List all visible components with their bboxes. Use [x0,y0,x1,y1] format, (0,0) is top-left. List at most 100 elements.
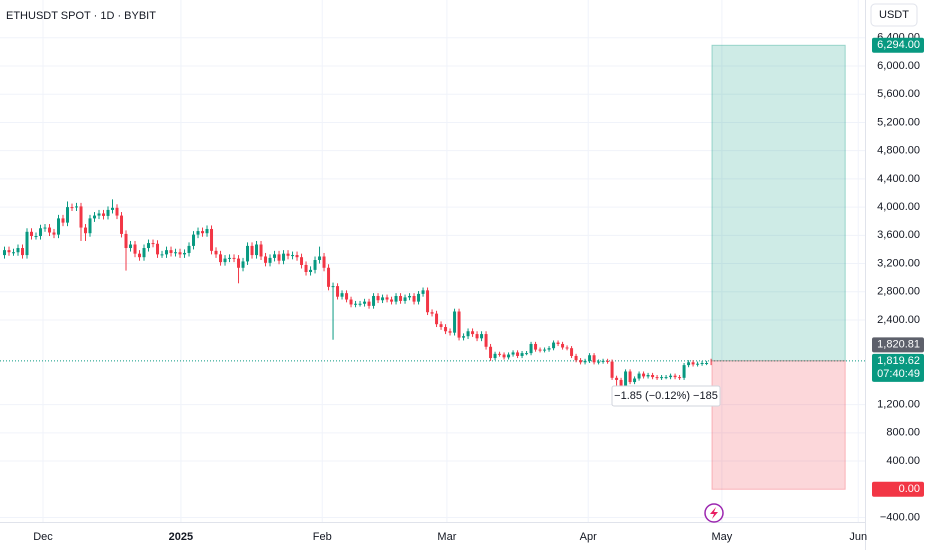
countdown-label: 07:40:49 [877,368,920,380]
candle-body [246,245,250,262]
symbol-title[interactable]: ETHUSDT SPOT · 1D · BYBIT [6,10,156,22]
candle-body [471,331,475,335]
candle-body [178,252,182,255]
last-price-box [872,353,924,382]
candle-body [300,257,304,265]
y-tick-label: 2,400.00 [877,314,920,326]
candle-body [232,257,236,259]
y-tick-label: 800.00 [886,427,920,439]
candle-body [205,228,209,234]
candle-body [75,206,79,208]
candle-body [3,250,7,256]
candle-body [106,209,110,216]
candle-body [655,377,659,379]
candle-body [97,213,101,216]
candle-body [615,377,619,380]
candle-body [102,213,106,216]
candle-body [228,257,232,259]
loss-zone [711,360,846,490]
candle-body [88,218,92,234]
candle-body [381,297,385,301]
candle-body [561,343,565,348]
y-tick-label: 4,400.00 [877,173,920,185]
candle-body [250,245,254,256]
candle-body [322,256,326,268]
candle-body [21,248,25,256]
y-tick-label: 2,800.00 [877,286,920,298]
candle-body [214,250,218,255]
alert-icon[interactable] [704,503,724,523]
candle-body [601,360,605,362]
candle-body [376,295,380,301]
candle-body [700,363,704,365]
candle-body [529,343,533,354]
candle-body [286,253,290,256]
candle-body [628,371,632,383]
last-price-label: 1,819.62 [877,355,920,367]
candle-body [52,232,56,235]
candle-body [160,254,164,256]
candle-body [385,297,389,300]
candle-body [583,360,587,363]
candle-body [345,293,349,300]
candle-body [147,243,151,249]
currency-label[interactable]: USDT [879,9,909,21]
candle-body [570,348,574,356]
candle-body [678,377,682,379]
candle-body [426,290,430,313]
candle-body [183,252,187,255]
currency-button[interactable] [870,3,918,27]
candle-body [691,362,695,365]
candle-body [223,258,227,263]
candle-body [66,207,70,223]
candle-body [462,336,466,338]
y-tick-label: 400.00 [886,455,920,467]
candle-body [399,295,403,301]
candle-body [480,334,484,339]
candle-body [12,252,16,254]
candle-body [138,253,142,258]
candle-body [705,363,709,365]
candle-body [30,231,34,237]
y-tick-label: 6,000.00 [877,60,920,72]
y-tick-label: 1,200.00 [877,399,920,411]
candle-body [340,293,344,297]
x-tick-label: Dec [33,531,53,543]
candle-body [637,373,641,379]
candle-body [547,348,551,350]
x-tick-label: 2025 [169,531,193,543]
candle-body [187,245,191,253]
candle-body [120,215,124,234]
candle-body [606,360,610,362]
candle-body [264,256,268,263]
candle-body [336,286,340,297]
y-tick-label: −400.00 [880,511,920,523]
tooltip-box [611,385,721,407]
candle-body [673,375,677,378]
candle-body [327,267,331,287]
candle-body [309,269,313,273]
position-tool[interactable] [711,44,846,490]
candle-body [277,254,281,261]
y-tick-label: 4,800.00 [877,145,920,157]
candle-body [210,228,214,251]
candle-body [646,374,650,377]
target-label-box [872,37,924,53]
y-tick-label: 5,200.00 [877,116,920,128]
candle-body [642,373,646,377]
candle-body [502,354,506,358]
stop-label-box [872,481,924,497]
candle-body [268,257,272,263]
candle-body [57,218,61,235]
candle-body [484,334,488,347]
candles [3,199,712,392]
candle-body [237,258,241,268]
candle-body [507,354,511,358]
candle-body [282,253,286,261]
candle-body [295,255,299,258]
y-tick-label: 4,000.00 [877,201,920,213]
candle-body [151,243,155,245]
y-tick-label: 3,200.00 [877,257,920,269]
candle-body [516,352,520,356]
